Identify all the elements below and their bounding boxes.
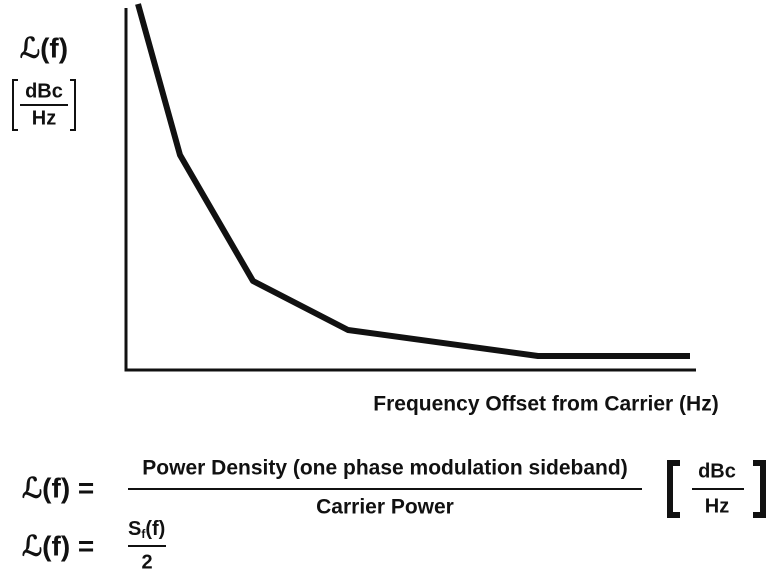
equation-lhs: ℒ(f) =: [22, 472, 94, 503]
y-axis-label: ℒ(f): [20, 32, 68, 63]
subscript: f: [141, 527, 146, 541]
symbol: S: [128, 518, 141, 540]
unit-numerator: dBc: [698, 460, 736, 482]
y-unit-numerator: dBc: [25, 80, 63, 102]
y-unit-denominator: Hz: [32, 107, 56, 129]
unit-denominator: Hz: [705, 495, 729, 517]
unit-brackets: [667, 460, 766, 518]
argument: (f): [145, 518, 165, 540]
y-unit-brackets: [12, 79, 76, 131]
equation-denominator: Carrier Power: [316, 496, 454, 519]
axes: [124, 8, 696, 372]
equation-denominator: 2: [141, 551, 152, 573]
phase-noise-curve: [135, 3, 690, 359]
equation-lhs: ℒ(f) =: [22, 530, 94, 561]
x-axis-label: Frequency Offset from Carrier (Hz): [373, 393, 718, 416]
equation-numerator: Power Density (one phase modulation side…: [142, 457, 627, 480]
equation-numerator: Sf(f): [128, 518, 165, 541]
